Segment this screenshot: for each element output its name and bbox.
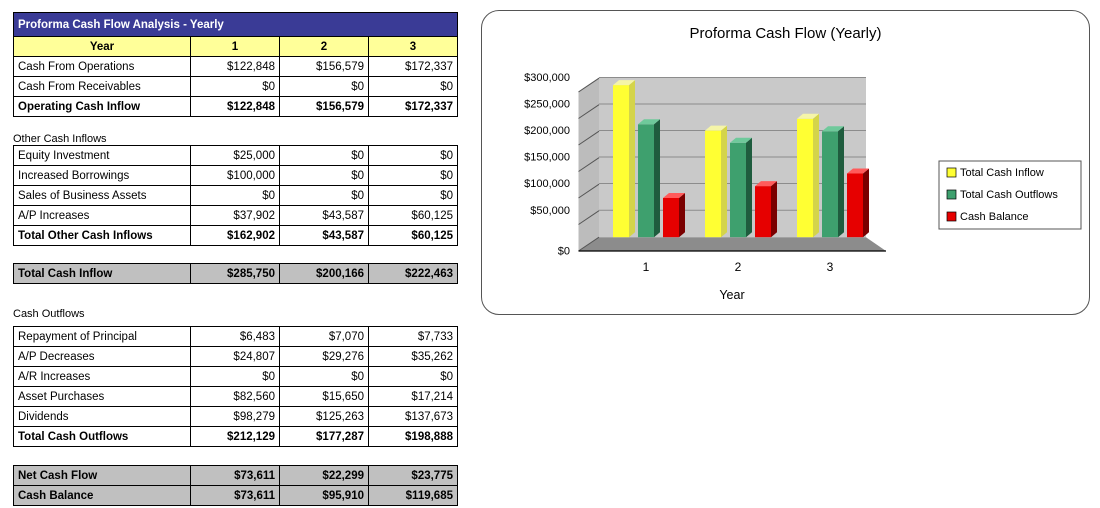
svg-text:Year: Year xyxy=(719,288,744,302)
svg-text:$250,000: $250,000 xyxy=(524,99,570,111)
svg-text:Total Cash Inflow: Total Cash Inflow xyxy=(960,167,1044,179)
svg-text:$0: $0 xyxy=(558,246,570,258)
svg-text:Cash Balance: Cash Balance xyxy=(960,211,1029,223)
svg-text:1: 1 xyxy=(643,260,650,274)
svg-text:$200,000: $200,000 xyxy=(524,125,570,137)
svg-text:$150,000: $150,000 xyxy=(524,152,570,164)
svg-text:2: 2 xyxy=(735,260,742,274)
svg-text:$50,000: $50,000 xyxy=(530,205,570,217)
svg-text:Total Cash Outflows: Total Cash Outflows xyxy=(960,189,1058,201)
svg-text:$100,000: $100,000 xyxy=(524,178,570,190)
svg-text:$300,000: $300,000 xyxy=(524,72,570,84)
svg-text:3: 3 xyxy=(827,260,834,274)
